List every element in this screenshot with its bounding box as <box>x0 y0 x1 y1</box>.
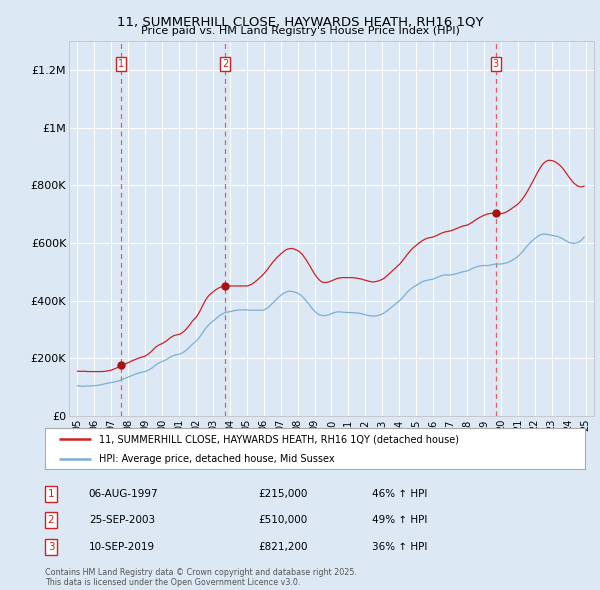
Text: 2: 2 <box>47 516 55 525</box>
Text: 1: 1 <box>118 60 124 70</box>
Text: £510,000: £510,000 <box>258 516 307 525</box>
Text: 1: 1 <box>47 489 55 499</box>
Text: Contains HM Land Registry data © Crown copyright and database right 2025.
This d: Contains HM Land Registry data © Crown c… <box>45 568 357 587</box>
Text: 49% ↑ HPI: 49% ↑ HPI <box>372 516 427 525</box>
Text: 3: 3 <box>493 60 499 70</box>
Text: 06-AUG-1997: 06-AUG-1997 <box>89 489 158 499</box>
Text: 11, SUMMERHILL CLOSE, HAYWARDS HEATH, RH16 1QY: 11, SUMMERHILL CLOSE, HAYWARDS HEATH, RH… <box>117 15 483 28</box>
Text: 36% ↑ HPI: 36% ↑ HPI <box>372 542 427 552</box>
Text: HPI: Average price, detached house, Mid Sussex: HPI: Average price, detached house, Mid … <box>99 454 335 464</box>
Text: £215,000: £215,000 <box>258 489 307 499</box>
Text: 46% ↑ HPI: 46% ↑ HPI <box>372 489 427 499</box>
Text: 25-SEP-2003: 25-SEP-2003 <box>89 516 155 525</box>
Text: 10-SEP-2019: 10-SEP-2019 <box>89 542 155 552</box>
Text: 2: 2 <box>222 60 229 70</box>
Text: 3: 3 <box>47 542 55 552</box>
Text: 11, SUMMERHILL CLOSE, HAYWARDS HEATH, RH16 1QY (detached house): 11, SUMMERHILL CLOSE, HAYWARDS HEATH, RH… <box>99 434 459 444</box>
Text: Price paid vs. HM Land Registry's House Price Index (HPI): Price paid vs. HM Land Registry's House … <box>140 26 460 36</box>
Text: £821,200: £821,200 <box>258 542 308 552</box>
